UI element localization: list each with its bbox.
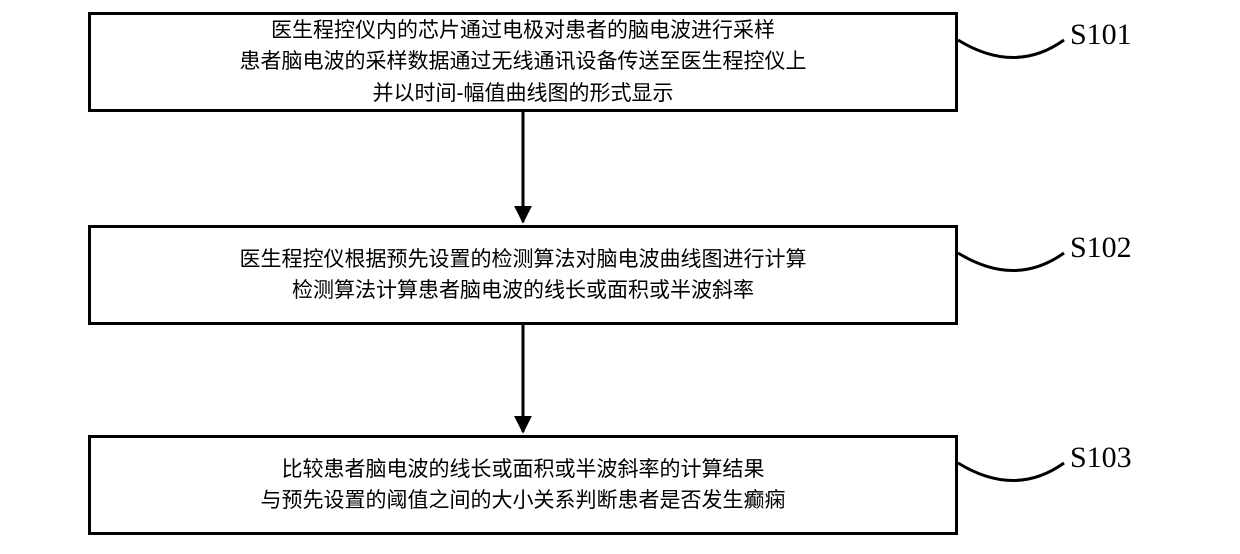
flow-step-s101: 医生程控仪内的芯片通过电极对患者的脑电波进行采样患者脑电波的采样数据通过无线通讯… bbox=[88, 12, 958, 112]
step-label-s101: S101 bbox=[1070, 18, 1132, 52]
flow-step-text: 并以时间-幅值曲线图的形式显示 bbox=[373, 78, 674, 110]
flow-step-text: 比较患者脑电波的线长或面积或半波斜率的计算结果 bbox=[282, 454, 765, 486]
flow-step-text: 医生程控仪内的芯片通过电极对患者的脑电波进行采样 bbox=[271, 15, 775, 47]
flow-step-s102: 医生程控仪根据预先设置的检测算法对脑电波曲线图进行计算检测算法计算患者脑电波的线… bbox=[88, 225, 958, 325]
flow-step-s103: 比较患者脑电波的线长或面积或半波斜率的计算结果与预先设置的阈值之间的大小关系判断… bbox=[88, 435, 958, 535]
step-label-s103: S103 bbox=[1070, 441, 1132, 475]
flow-step-text: 患者脑电波的采样数据通过无线通讯设备传送至医生程控仪上 bbox=[240, 46, 807, 78]
step-label-s102: S102 bbox=[1070, 231, 1132, 265]
flow-step-text: 医生程控仪根据预先设置的检测算法对脑电波曲线图进行计算 bbox=[240, 244, 807, 276]
leader-line bbox=[958, 253, 1064, 271]
flow-step-text: 检测算法计算患者脑电波的线长或面积或半波斜率 bbox=[292, 275, 754, 307]
leader-line bbox=[958, 40, 1064, 58]
leader-line bbox=[958, 463, 1064, 481]
flow-step-text: 与预先设置的阈值之间的大小关系判断患者是否发生癫痫 bbox=[261, 485, 786, 517]
flowchart-canvas: 医生程控仪内的芯片通过电极对患者的脑电波进行采样患者脑电波的采样数据通过无线通讯… bbox=[0, 0, 1240, 554]
